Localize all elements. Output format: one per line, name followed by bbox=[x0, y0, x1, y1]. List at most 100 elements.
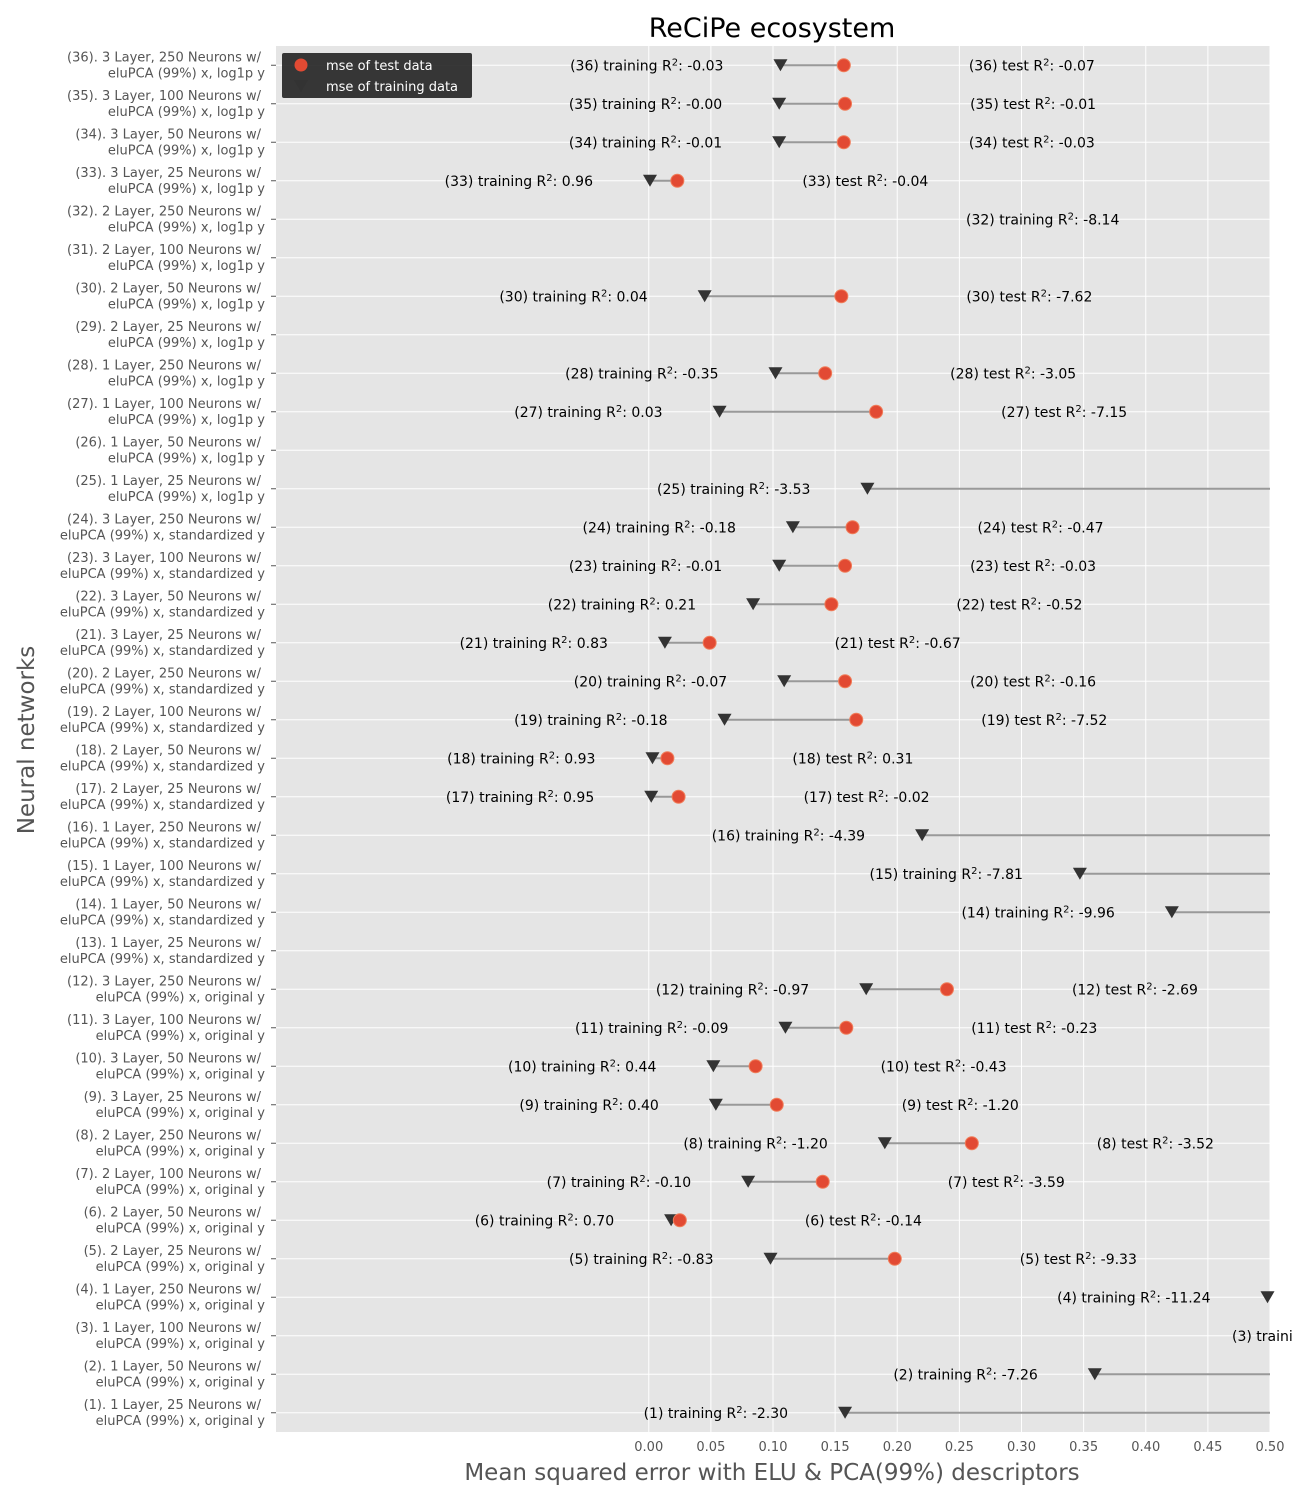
test-mse-marker bbox=[671, 789, 686, 804]
train-r2-label: (34) training R2: -0.01 bbox=[569, 134, 722, 152]
x-axis-label: Mean squared error with ELU & PCA(99%) d… bbox=[464, 1460, 1079, 1486]
y-tick-label: (32). 2 Layer, 250 Neurons w/eluPCA (99%… bbox=[67, 204, 265, 235]
y-tick-label: (34). 3 Layer, 50 Neurons w/eluPCA (99%)… bbox=[75, 127, 265, 158]
y-tick-label: (1). 1 Layer, 25 Neurons w/eluPCA (99%) … bbox=[84, 1398, 266, 1429]
train-r2-label: (22) training R2: 0.21 bbox=[548, 596, 696, 614]
y-tick-label: (16). 1 Layer, 250 Neurons w/eluPCA (99%… bbox=[60, 820, 265, 851]
test-r2-label: (5) test R2: -9.33 bbox=[1020, 1250, 1137, 1268]
test-r2-label: (11) test R2: -0.23 bbox=[971, 1019, 1097, 1037]
y-tick-label: (20). 2 Layer, 250 Neurons w/eluPCA (99%… bbox=[60, 666, 265, 697]
train-mse-marker bbox=[1164, 906, 1179, 919]
test-r2-label: (6) test R2: -0.14 bbox=[805, 1212, 922, 1230]
test-mse-marker bbox=[818, 366, 833, 381]
train-mse-marker bbox=[1072, 867, 1087, 880]
train-mse-marker bbox=[859, 983, 874, 996]
x-tick-labels: 0.00 0.05 0.10 0.15 0.20 0.25 0.30 0.35 0.40 0.45… bbox=[634, 1440, 1284, 1455]
train-r2-label: (30) training R2: 0.04 bbox=[499, 288, 647, 306]
train-r2-label: (14) training R2: -9.96 bbox=[961, 904, 1114, 922]
test-mse-marker bbox=[815, 1174, 830, 1189]
y-tick-label: (36). 3 Layer, 250 Neurons w/eluPCA (99%… bbox=[67, 50, 265, 81]
train-r2-label: (18) training R2: 0.93 bbox=[447, 750, 595, 768]
y-tick-label: (6). 2 Layer, 50 Neurons w/eluPCA (99%) … bbox=[84, 1205, 266, 1236]
x-tick-label: 0.45 bbox=[1193, 1440, 1222, 1455]
test-mse-marker bbox=[824, 597, 839, 612]
test-mse-marker bbox=[748, 1059, 763, 1074]
test-r2-label: (7) test R2: -3.59 bbox=[948, 1173, 1065, 1191]
train-mse-marker bbox=[1087, 1368, 1102, 1381]
train-r2-label: (33) training R2: 0.96 bbox=[445, 172, 593, 190]
y-tick-label: (3). 1 Layer, 100 Neurons w/eluPCA (99%)… bbox=[75, 1321, 265, 1352]
test-mse-marker bbox=[845, 520, 860, 535]
train-mse-marker bbox=[768, 367, 783, 380]
test-r2-label: (19) test R2: -7.52 bbox=[981, 711, 1107, 729]
train-r2-label: (3) traini bbox=[1232, 1329, 1293, 1345]
train-r2-label: (32) training R2: -8.14 bbox=[966, 211, 1119, 229]
train-mse-marker bbox=[657, 636, 672, 649]
y-tick-label: (27). 1 Layer, 100 Neurons w/eluPCA (99%… bbox=[67, 397, 265, 428]
test-mse-marker bbox=[672, 1213, 687, 1228]
r2-annotations: (1) training R2: -2.30 (2) training R2: -… bbox=[445, 57, 1293, 1422]
y-tick-label: (21). 3 Layer, 25 Neurons w/eluPCA (99%)… bbox=[60, 628, 265, 659]
test-r2-label: (17) test R2: -0.02 bbox=[804, 788, 930, 806]
train-mse-marker bbox=[915, 829, 930, 842]
test-r2-label: (23) test R2: -0.03 bbox=[970, 557, 1096, 575]
y-tick-label: (29). 2 Layer, 25 Neurons w/eluPCA (99%)… bbox=[75, 320, 265, 351]
train-mse-marker bbox=[706, 1060, 721, 1073]
test-r2-label: (33) test R2: -0.04 bbox=[802, 172, 928, 190]
train-mse-marker bbox=[838, 1406, 853, 1419]
x-tick-label: 0.05 bbox=[696, 1440, 725, 1455]
test-r2-label: (8) test R2: -3.52 bbox=[1097, 1135, 1214, 1153]
train-r2-label: (25) training R2: -3.53 bbox=[657, 480, 810, 498]
test-mse-marker bbox=[838, 96, 853, 111]
x-tick-label: 0.30 bbox=[1007, 1440, 1036, 1455]
train-r2-label: (5) training R2: -0.83 bbox=[569, 1250, 713, 1268]
test-mse-marker bbox=[838, 558, 853, 573]
x-tick-label: 0.50 bbox=[1256, 1440, 1285, 1455]
train-r2-label: (36) training R2: -0.03 bbox=[570, 57, 723, 75]
y-tick-label: (12). 3 Layer, 250 Neurons w/eluPCA (99%… bbox=[67, 974, 265, 1005]
train-mse-marker bbox=[644, 790, 659, 803]
test-mse-marker bbox=[849, 712, 864, 727]
test-mse-marker bbox=[670, 173, 685, 188]
test-mse-marker bbox=[836, 58, 851, 73]
train-r2-label: (20) training R2: -0.07 bbox=[574, 673, 727, 691]
test-r2-label: (28) test R2: -3.05 bbox=[950, 365, 1076, 383]
y-tick-label: (8). 2 Layer, 250 Neurons w/eluPCA (99%)… bbox=[75, 1128, 265, 1159]
test-mse-marker bbox=[964, 1136, 979, 1151]
y-tick-label: (15). 1 Layer, 100 Neurons w/eluPCA (99%… bbox=[60, 859, 265, 890]
train-r2-label: (10) training R2: 0.44 bbox=[508, 1058, 656, 1076]
y-tick-labels: (1). 1 Layer, 25 Neurons w/eluPCA (99%) … bbox=[60, 50, 276, 1429]
legend: mse of test data mse of training data bbox=[282, 53, 472, 98]
x-tick-label: 0.15 bbox=[821, 1440, 850, 1455]
test-mse-marker bbox=[834, 289, 849, 304]
y-axis-label: Neural networks bbox=[14, 646, 40, 835]
train-mse-marker bbox=[1260, 1291, 1275, 1304]
test-mse-marker bbox=[869, 404, 884, 419]
train-mse-marker bbox=[717, 713, 732, 726]
legend-train-label: mse of training data bbox=[326, 80, 458, 95]
test-r2-label: (10) test R2: -0.43 bbox=[881, 1058, 1007, 1076]
train-mse-marker bbox=[772, 97, 787, 110]
test-r2-label: (18) test R2: 0.31 bbox=[792, 750, 913, 768]
test-r2-label: (20) test R2: -0.16 bbox=[970, 673, 1096, 691]
test-r2-label: (27) test R2: -7.15 bbox=[1001, 403, 1127, 421]
test-mse-marker bbox=[839, 1020, 854, 1035]
x-tick-label: 0.25 bbox=[945, 1440, 974, 1455]
y-tick-label: (35). 3 Layer, 100 Neurons w/eluPCA (99%… bbox=[67, 89, 265, 120]
test-mse-marker bbox=[838, 674, 853, 689]
legend-test-label: mse of test data bbox=[326, 59, 433, 74]
test-r2-label: (36) test R2: -0.07 bbox=[969, 57, 1095, 75]
y-tick-label: (2). 1 Layer, 50 Neurons w/eluPCA (99%) … bbox=[84, 1359, 266, 1390]
y-tick-label: (14). 1 Layer, 50 Neurons w/eluPCA (99%)… bbox=[60, 897, 265, 928]
test-r2-label: (12) test R2: -2.69 bbox=[1072, 981, 1198, 999]
train-r2-label: (21) training R2: 0.83 bbox=[460, 634, 608, 652]
test-mse-marker bbox=[769, 1097, 784, 1112]
train-r2-label: (15) training R2: -7.81 bbox=[870, 865, 1023, 883]
train-r2-label: (8) training R2: -1.20 bbox=[683, 1135, 827, 1153]
train-mse-marker bbox=[877, 1137, 892, 1150]
legend-box bbox=[282, 53, 472, 98]
legend-train-marker bbox=[294, 80, 308, 92]
y-tick-label: (4). 1 Layer, 250 Neurons w/eluPCA (99%)… bbox=[75, 1282, 265, 1313]
train-r2-label: (7) training R2: -0.10 bbox=[547, 1173, 691, 1191]
train-mse-marker bbox=[708, 1098, 723, 1111]
